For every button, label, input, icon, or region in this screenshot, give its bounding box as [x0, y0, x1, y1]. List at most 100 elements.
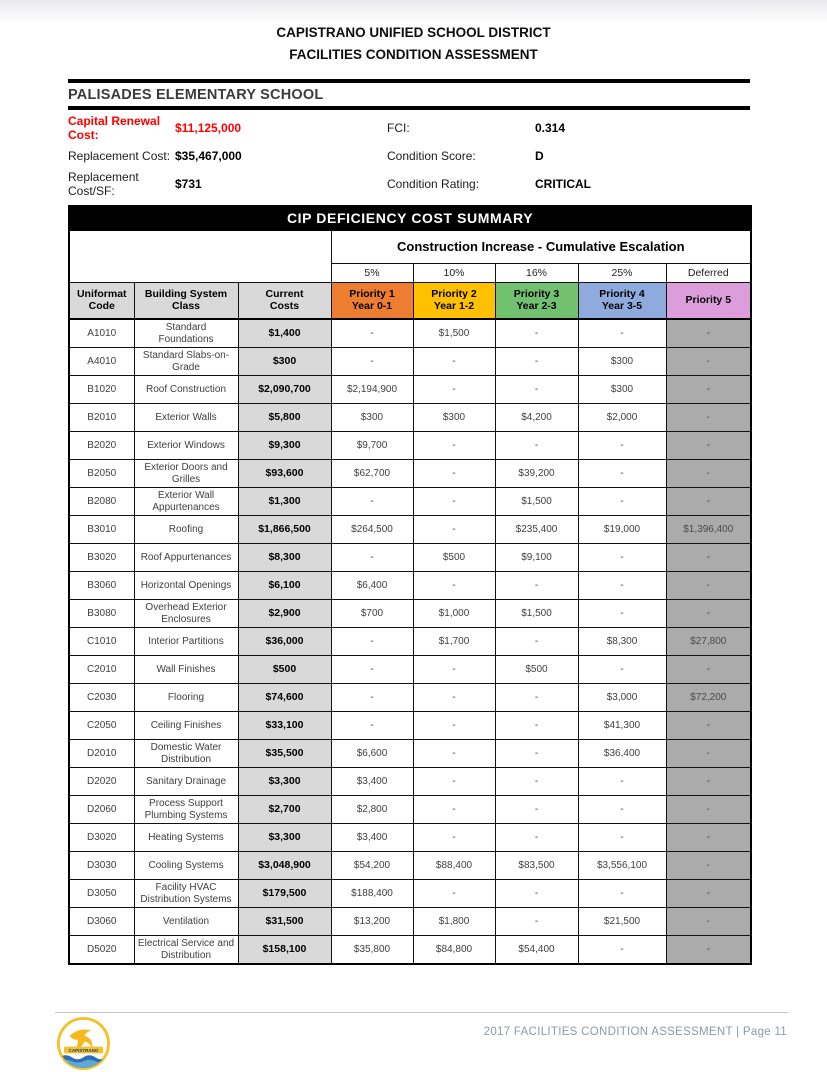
- priority3-cell: -: [494, 907, 579, 936]
- current-cost-cell: $300: [237, 347, 332, 376]
- table-row: D2020 Sanitary Drainage $3,300 $3,400- - - -: [68, 767, 752, 796]
- priority3-cell: $9,100: [494, 543, 579, 572]
- table-row: C1010 Interior Partitions $36,000- $1,700- $…: [68, 627, 752, 656]
- priority5-cell: -: [665, 571, 752, 600]
- report-title: FACILITIES CONDITION ASSESSMENT: [289, 47, 538, 62]
- condition-score-label: Condition Score:: [387, 149, 476, 163]
- header-line: Priority 3: [513, 287, 560, 300]
- priority5-cell: -: [665, 795, 752, 824]
- condition-rating-value: CRITICAL: [535, 177, 591, 191]
- system-class-cell: Sanitary Drainage: [133, 767, 239, 796]
- uniformat-code-cell: B3080: [68, 599, 135, 628]
- priority2-cell: -: [412, 655, 496, 684]
- priority5-cell: $72,200: [665, 683, 752, 712]
- priority1-cell: -: [330, 711, 414, 740]
- uniformat-code-cell: C2030: [68, 683, 135, 712]
- system-class-cell: Wall Finishes: [133, 655, 239, 684]
- priority3-cell: $83,500: [494, 851, 579, 880]
- fci-value: 0.314: [535, 121, 566, 135]
- info-row: Replacement Cost: $35,467,000 Condition …: [68, 142, 750, 170]
- escalation-rate-cell: 5%: [330, 262, 414, 283]
- priority1-cell: $3,400: [330, 823, 414, 852]
- system-class-cell: Heating Systems: [133, 823, 239, 852]
- uniformat-code-cell: B2020: [68, 431, 135, 460]
- swallow-bird-icon: [69, 1029, 93, 1049]
- table-row: D5020 Electrical Service and Distribution…: [68, 935, 752, 965]
- priority3-cell: -: [494, 823, 579, 852]
- table-row: B3080 Overhead Exterior Enclosures $2,900 $…: [68, 599, 752, 628]
- priority2-cell: -: [412, 683, 496, 712]
- system-class-cell: Roof Construction: [133, 375, 239, 404]
- current-cost-cell: $5,800: [237, 403, 332, 432]
- priority3-cell: $500: [494, 655, 579, 684]
- priority4-cell: -: [577, 879, 667, 908]
- priority2-cell: -: [412, 739, 496, 768]
- priority5-cell: $1,396,400: [665, 515, 752, 544]
- priority1-cell: -: [330, 627, 414, 656]
- uniformat-code-cell: D2010: [68, 739, 135, 768]
- priority4-cell: $19,000: [577, 515, 667, 544]
- priority5-cell: -: [665, 655, 752, 684]
- priority5-cell: -: [665, 403, 752, 432]
- header-line: Current: [265, 287, 304, 300]
- table-row: C2050 Ceiling Finishes $33,100- - - $41,300-: [68, 711, 752, 740]
- header-priority-1: Priority 1 Year 0-1: [330, 281, 414, 320]
- header-line: Priority 1: [349, 287, 395, 300]
- priority4-cell: $36,400: [577, 739, 667, 768]
- uniformat-code-cell: B3020: [68, 543, 135, 572]
- replacement-cost-label: Replacement Cost:: [68, 149, 171, 163]
- header-priority-5: Priority 5: [665, 281, 752, 320]
- current-cost-cell: $1,400: [237, 318, 332, 348]
- priority1-cell: $6,400: [330, 571, 414, 600]
- current-cost-cell: $158,100: [237, 935, 332, 965]
- table-title-row: CIP DEFICIENCY COST SUMMARY: [68, 205, 752, 231]
- priority4-cell: -: [577, 823, 667, 852]
- table-row: D3050 Facility HVAC Distribution Systems $…: [68, 879, 752, 908]
- table-row: B2080 Exterior Wall Appurtenances $1,300- -…: [68, 487, 752, 516]
- priority4-cell: $3,556,100: [577, 851, 667, 880]
- header-priority-4: Priority 4 Year 3-5: [577, 281, 667, 320]
- priority2-cell: $300: [412, 403, 496, 432]
- condition-rating-label: Condition Rating:: [387, 177, 480, 191]
- priority3-cell: -: [494, 375, 579, 404]
- system-class-cell: Exterior Wall Appurtenances: [133, 487, 239, 516]
- priority3-cell: -: [494, 767, 579, 796]
- current-cost-cell: $1,300: [237, 487, 332, 516]
- escalation-rate-cell: 16%: [494, 262, 579, 283]
- replacement-cost-sf-value: $731: [175, 177, 202, 191]
- priority1-cell: $2,194,900: [330, 375, 414, 404]
- system-class-cell: Ventilation: [133, 907, 239, 936]
- table-row: B3010 Roofing $1,866,500 $264,500- $235,400 $…: [68, 515, 752, 544]
- priority4-cell: -: [577, 935, 667, 965]
- priority4-cell: -: [577, 431, 667, 460]
- header-line: Uniformat: [76, 287, 127, 300]
- priority5-cell: -: [665, 851, 752, 880]
- priority2-cell: $500: [412, 543, 496, 572]
- table-row: C2010 Wall Finishes $500- - $500- -: [68, 655, 752, 684]
- escalation-title-row: Construction Increase - Cumulative Escal…: [68, 229, 752, 282]
- system-class-cell: Domestic Water Distribution: [133, 739, 239, 768]
- priority5-cell: -: [665, 431, 752, 460]
- replacement-cost-sf-label: Replacement Cost/SF:: [68, 170, 139, 198]
- priority4-cell: $41,300: [577, 711, 667, 740]
- priority2-cell: $1,800: [412, 907, 496, 936]
- header-line: Class: [171, 300, 201, 313]
- priority4-cell: $8,300: [577, 627, 667, 656]
- system-class-cell: Standard Foundations: [133, 318, 239, 348]
- priority5-cell: -: [665, 907, 752, 936]
- table-body: A1010 Standard Foundations $1,400- $1,500- -…: [68, 318, 752, 965]
- priority4-cell: -: [577, 487, 667, 516]
- header-priority-2: Priority 2 Year 1-2: [412, 281, 496, 320]
- table-row: B3060 Horizontal Openings $6,100 $6,400- - - -: [68, 571, 752, 600]
- system-class-cell: Electrical Service and Distribution: [133, 935, 239, 965]
- priority4-cell: -: [577, 655, 667, 684]
- uniformat-code-cell: C1010: [68, 627, 135, 656]
- table-row: B1020 Roof Construction $2,090,700 $2,194,9…: [68, 375, 752, 404]
- priority4-cell: -: [577, 599, 667, 628]
- priority1-cell: $62,700: [330, 459, 414, 488]
- system-class-cell: Roof Appurtenances: [133, 543, 239, 572]
- priority4-cell: -: [577, 795, 667, 824]
- table-row: C2030 Flooring $74,600- - - $3,000 $72,200: [68, 683, 752, 712]
- header-line: Priority 4: [599, 287, 645, 300]
- uniformat-code-cell: B3010: [68, 515, 135, 544]
